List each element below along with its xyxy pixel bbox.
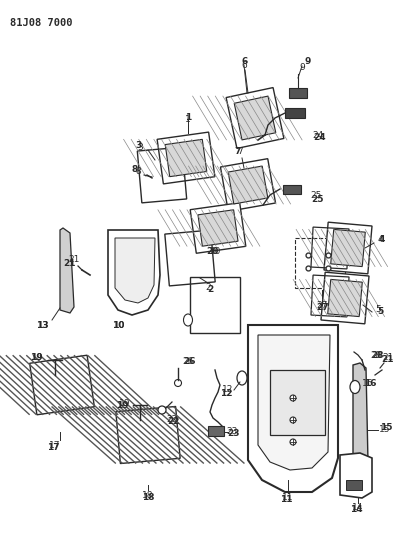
Text: 8: 8 xyxy=(132,166,138,174)
Text: 15: 15 xyxy=(379,425,391,434)
Polygon shape xyxy=(258,335,330,470)
Text: 13: 13 xyxy=(36,320,48,329)
Text: 11: 11 xyxy=(282,494,294,503)
Text: 25: 25 xyxy=(310,190,322,199)
Ellipse shape xyxy=(175,379,181,386)
Text: 17: 17 xyxy=(47,442,59,451)
Text: 3: 3 xyxy=(135,141,141,150)
Text: 19: 19 xyxy=(30,353,42,362)
Text: 6: 6 xyxy=(241,61,247,69)
Text: 21: 21 xyxy=(382,356,394,365)
Bar xyxy=(346,480,362,490)
FancyBboxPatch shape xyxy=(285,108,305,118)
Text: 3: 3 xyxy=(137,143,143,152)
Text: 4: 4 xyxy=(377,236,383,245)
Bar xyxy=(208,426,224,436)
Text: 26: 26 xyxy=(182,358,194,367)
Text: 9: 9 xyxy=(305,58,311,67)
Text: 16: 16 xyxy=(364,378,376,387)
Text: 12: 12 xyxy=(220,389,232,398)
FancyBboxPatch shape xyxy=(289,88,307,98)
Polygon shape xyxy=(165,139,207,176)
Text: 21: 21 xyxy=(382,353,394,362)
Text: 7: 7 xyxy=(235,148,241,157)
Text: 7: 7 xyxy=(237,148,243,157)
Ellipse shape xyxy=(183,314,193,326)
Polygon shape xyxy=(295,238,345,288)
Polygon shape xyxy=(340,453,372,498)
Polygon shape xyxy=(324,222,372,274)
Text: 26: 26 xyxy=(184,358,196,367)
Text: 18: 18 xyxy=(142,490,154,499)
Text: 2: 2 xyxy=(207,286,213,295)
Polygon shape xyxy=(116,407,180,464)
Text: 8: 8 xyxy=(135,167,141,176)
Text: 1: 1 xyxy=(185,114,191,123)
Text: 24: 24 xyxy=(312,131,324,140)
Polygon shape xyxy=(115,238,155,303)
Polygon shape xyxy=(190,203,246,253)
Text: 18: 18 xyxy=(142,492,154,502)
Polygon shape xyxy=(331,229,365,266)
Text: 5: 5 xyxy=(377,308,383,317)
Text: 10: 10 xyxy=(114,320,126,329)
Ellipse shape xyxy=(237,371,247,385)
Text: 20: 20 xyxy=(206,247,218,256)
Polygon shape xyxy=(60,228,74,313)
FancyBboxPatch shape xyxy=(283,185,301,194)
Polygon shape xyxy=(328,279,362,317)
Ellipse shape xyxy=(290,439,296,445)
Text: 25: 25 xyxy=(312,196,324,205)
Text: 24: 24 xyxy=(314,133,326,141)
Text: 14: 14 xyxy=(352,504,364,513)
Ellipse shape xyxy=(290,417,296,423)
Text: 5: 5 xyxy=(375,305,381,314)
Text: 20: 20 xyxy=(209,247,221,256)
Ellipse shape xyxy=(290,395,296,401)
Polygon shape xyxy=(321,272,369,324)
Text: 13: 13 xyxy=(38,320,50,329)
Text: 16: 16 xyxy=(362,378,374,387)
Text: 27: 27 xyxy=(316,302,328,311)
Polygon shape xyxy=(220,159,276,211)
Polygon shape xyxy=(228,166,268,204)
Text: 19: 19 xyxy=(116,400,128,409)
Text: 11: 11 xyxy=(280,496,292,505)
Text: 19: 19 xyxy=(119,399,131,408)
Text: 2: 2 xyxy=(205,284,211,293)
Text: 15: 15 xyxy=(380,424,392,432)
Text: 10: 10 xyxy=(112,321,124,330)
Text: 12: 12 xyxy=(222,385,234,394)
Polygon shape xyxy=(198,210,238,246)
Text: 21: 21 xyxy=(68,255,80,264)
Ellipse shape xyxy=(350,381,360,393)
Text: 4: 4 xyxy=(379,236,385,245)
Polygon shape xyxy=(234,96,276,140)
Text: 81J08 7000: 81J08 7000 xyxy=(10,18,73,28)
Polygon shape xyxy=(108,230,160,315)
Ellipse shape xyxy=(158,406,166,414)
Text: 22: 22 xyxy=(167,417,179,426)
Polygon shape xyxy=(248,325,338,492)
Bar xyxy=(270,370,325,435)
Polygon shape xyxy=(30,355,94,415)
Polygon shape xyxy=(353,363,368,465)
Text: 23: 23 xyxy=(227,430,239,439)
Text: 17: 17 xyxy=(49,440,61,449)
Text: 28: 28 xyxy=(372,351,384,359)
Text: 9: 9 xyxy=(299,63,305,72)
Text: 19: 19 xyxy=(32,353,44,362)
Text: 23: 23 xyxy=(226,427,238,437)
Text: 21: 21 xyxy=(64,259,76,268)
Text: 28: 28 xyxy=(370,351,382,359)
Text: 22: 22 xyxy=(166,416,177,424)
Polygon shape xyxy=(226,87,284,148)
Text: 1: 1 xyxy=(185,116,191,125)
Text: 14: 14 xyxy=(350,505,362,514)
Polygon shape xyxy=(157,132,215,184)
Text: 27: 27 xyxy=(317,303,330,312)
Text: 6: 6 xyxy=(242,58,248,67)
